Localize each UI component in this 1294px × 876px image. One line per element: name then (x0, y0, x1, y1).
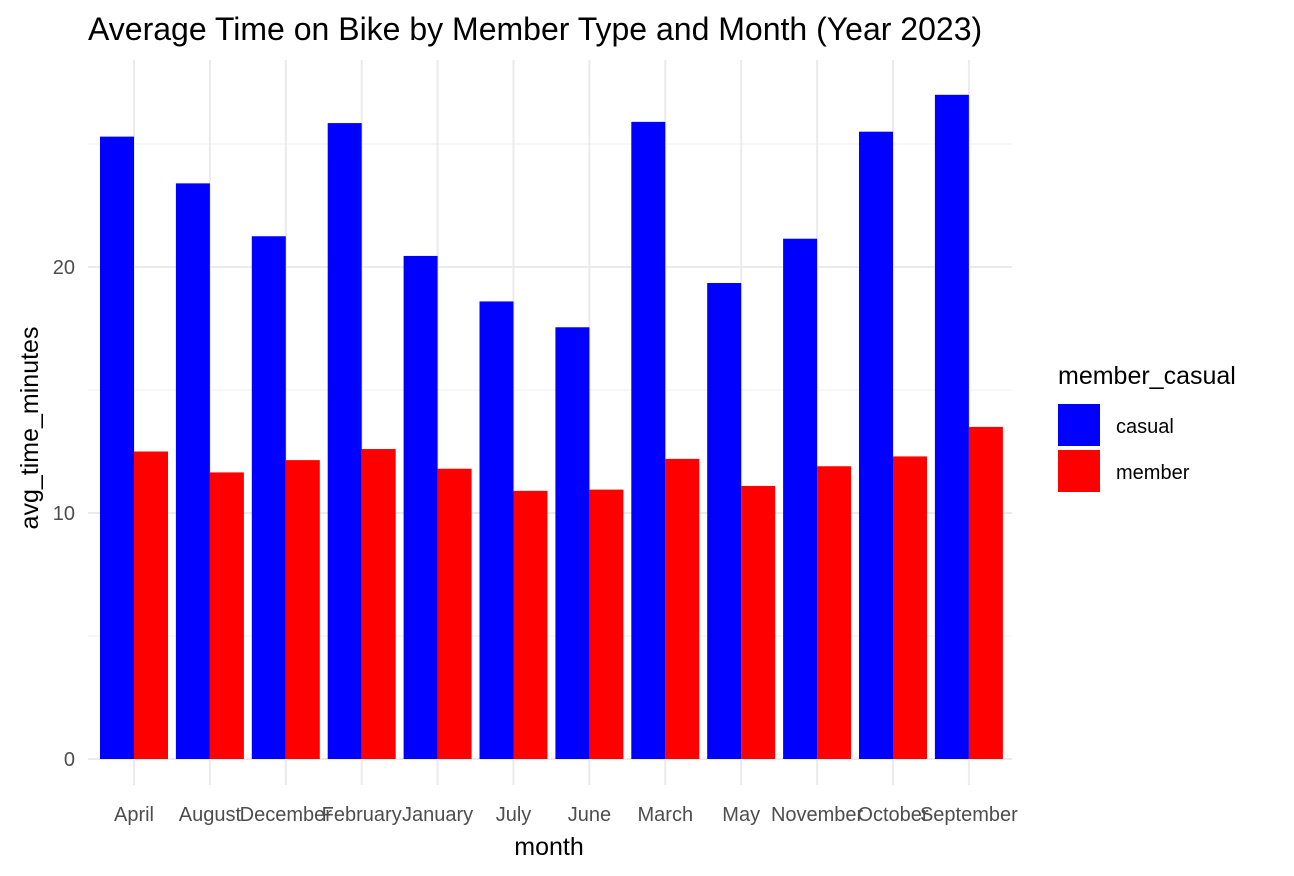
bar-casual-august (175, 183, 210, 760)
bar-casual-march (631, 121, 666, 760)
x-tick-label: January (402, 804, 473, 826)
bar-member-august (209, 472, 244, 759)
bar-member-june (589, 489, 624, 759)
legend-title: member_casual (1058, 362, 1236, 390)
y-axis-ticks: 0 10 20 (53, 257, 75, 771)
bar-casual-november (783, 238, 818, 759)
x-tick-label: June (568, 804, 611, 826)
x-tick-label: May (722, 804, 760, 826)
bar-casual-december (251, 236, 286, 759)
bar-member-april (134, 451, 168, 759)
x-tick-label: April (114, 804, 154, 826)
x-tick-label: March (638, 804, 694, 826)
bar-casual-april (100, 136, 134, 759)
bar-casual-october (859, 131, 893, 759)
bar-member-december (285, 460, 320, 759)
x-tick-label: February (322, 804, 402, 826)
bar-member-july (513, 490, 548, 759)
bar-casual-july (479, 301, 514, 759)
legend: member_casual casual member (1058, 362, 1236, 492)
bar-casual-january (403, 255, 438, 759)
y-tick-label: 10 (53, 503, 75, 525)
legend-key-casual (1058, 404, 1100, 446)
x-axis-title: month (514, 833, 583, 861)
bar-casual-february (327, 123, 362, 760)
bar-member-september (968, 426, 1003, 759)
bar-member-october (893, 456, 927, 759)
y-tick-label: 0 (64, 749, 75, 771)
x-tick-label: September (920, 804, 1018, 826)
legend-items: casual member (1058, 404, 1190, 492)
legend-label-casual: casual (1116, 416, 1174, 438)
bars (100, 94, 1003, 760)
x-tick-label: August (179, 804, 242, 826)
x-tick-label: December (240, 804, 333, 826)
bar-casual-june (555, 327, 590, 759)
bar-casual-september (934, 94, 969, 760)
legend-label-member: member (1116, 462, 1190, 484)
x-tick-label: July (496, 804, 532, 826)
bar-member-february (361, 449, 396, 759)
bar-member-may (741, 485, 776, 759)
x-tick-label: November (771, 804, 864, 826)
legend-key-member (1058, 450, 1100, 492)
y-axis-title: avg_time_minutes (16, 327, 44, 530)
chart-title: Average Time on Bike by Member Type and … (88, 11, 982, 47)
bar-member-january (437, 468, 472, 759)
y-tick-label: 20 (53, 257, 75, 279)
x-tick-label: October (857, 804, 928, 826)
bar-member-march (665, 458, 700, 759)
bar-member-november (817, 466, 852, 759)
bar-casual-may (707, 282, 742, 759)
